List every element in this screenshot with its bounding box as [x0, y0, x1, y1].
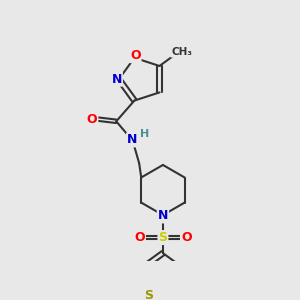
Text: O: O	[87, 113, 98, 126]
Text: O: O	[181, 231, 192, 244]
Text: N: N	[127, 134, 137, 146]
Text: S: S	[158, 231, 167, 244]
Text: H: H	[140, 129, 149, 139]
Text: N: N	[112, 73, 122, 86]
Text: CH₃: CH₃	[171, 47, 192, 57]
Text: O: O	[134, 231, 145, 244]
Text: N: N	[158, 209, 168, 223]
Text: S: S	[144, 290, 153, 300]
Text: O: O	[130, 49, 141, 62]
